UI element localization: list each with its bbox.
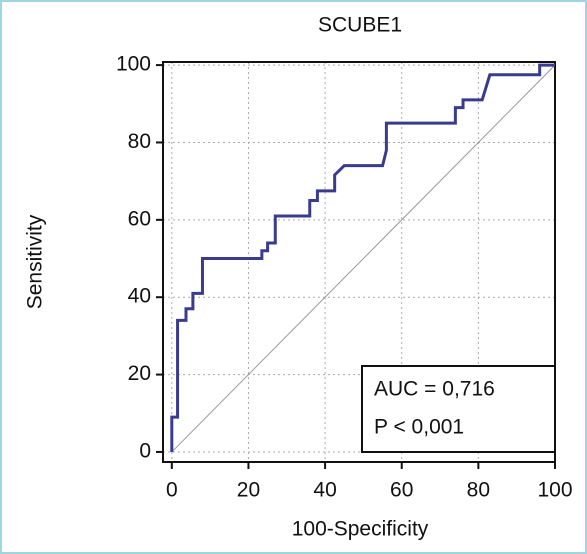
x-tick-label: 100 xyxy=(537,479,572,502)
y-tick-label: 40 xyxy=(128,285,151,308)
y-tick-label: 0 xyxy=(139,439,151,462)
reference-diagonal xyxy=(171,64,556,453)
y-tick-label: 100 xyxy=(116,53,151,76)
y-tick-label: 80 xyxy=(128,130,151,153)
roc-curve xyxy=(170,63,555,452)
x-tick-label: 0 xyxy=(166,479,178,502)
annotation: P < 0,001 xyxy=(374,416,464,439)
plot-frame xyxy=(162,61,556,463)
y-tick-label: 20 xyxy=(128,362,151,385)
x-tick-label: 80 xyxy=(467,479,490,502)
y-tick-label: 60 xyxy=(128,207,151,230)
x-tick-label: 20 xyxy=(237,479,260,502)
y-axis-title: Sensitivity xyxy=(24,214,47,309)
x-axis-title: 100-Specificity xyxy=(292,518,429,541)
x-tick-label: 60 xyxy=(390,479,413,502)
annotation: AUC = 0,716 xyxy=(374,378,495,401)
annotation-box xyxy=(361,365,556,453)
x-tick-label: 40 xyxy=(313,479,336,502)
chart-title: SCUBE1 xyxy=(318,14,402,37)
